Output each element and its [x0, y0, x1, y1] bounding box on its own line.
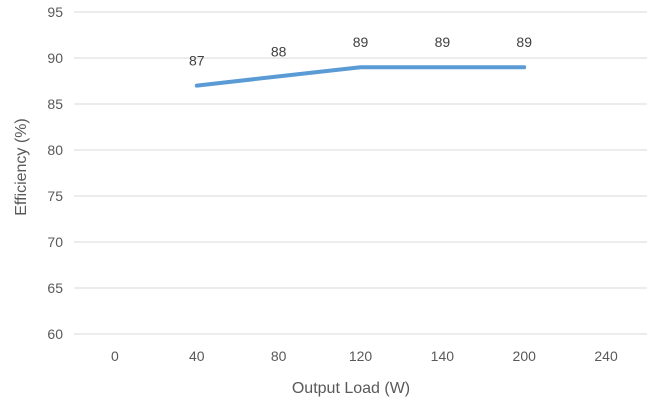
x-tick-label: 40 [189, 348, 205, 364]
y-axis-tick-labels: 60 65 70 75 80 85 90 95 [47, 4, 63, 342]
y-axis-title: Efficiency (%) [13, 118, 30, 216]
gridlines [74, 11, 647, 335]
y-tick-label: 85 [47, 96, 63, 112]
series-group [194, 65, 527, 88]
y-tick-label: 80 [47, 142, 63, 158]
x-tick-label: 0 [111, 348, 119, 364]
x-tick-label: 140 [431, 348, 455, 364]
x-tick-label: 120 [349, 348, 373, 364]
x-tick-label: 240 [594, 348, 618, 364]
series-line [194, 65, 527, 88]
data-labels: 87 88 89 89 89 [189, 34, 532, 68]
data-label: 89 [516, 34, 532, 50]
y-tick-label: 75 [47, 188, 63, 204]
data-label: 89 [435, 34, 451, 50]
data-label: 88 [271, 43, 287, 59]
x-axis-title: Output Load (W) [292, 380, 410, 397]
data-label: 87 [189, 53, 205, 69]
x-tick-label: 80 [271, 348, 287, 364]
x-axis-tick-labels: 0 40 80 120 140 200 240 [111, 348, 618, 364]
y-tick-label: 60 [47, 326, 63, 342]
x-tick-label: 200 [513, 348, 537, 364]
data-label: 89 [353, 34, 369, 50]
y-tick-label: 95 [47, 4, 63, 20]
y-tick-label: 65 [47, 280, 63, 296]
y-tick-label: 70 [47, 234, 63, 250]
y-tick-label: 90 [47, 50, 63, 66]
